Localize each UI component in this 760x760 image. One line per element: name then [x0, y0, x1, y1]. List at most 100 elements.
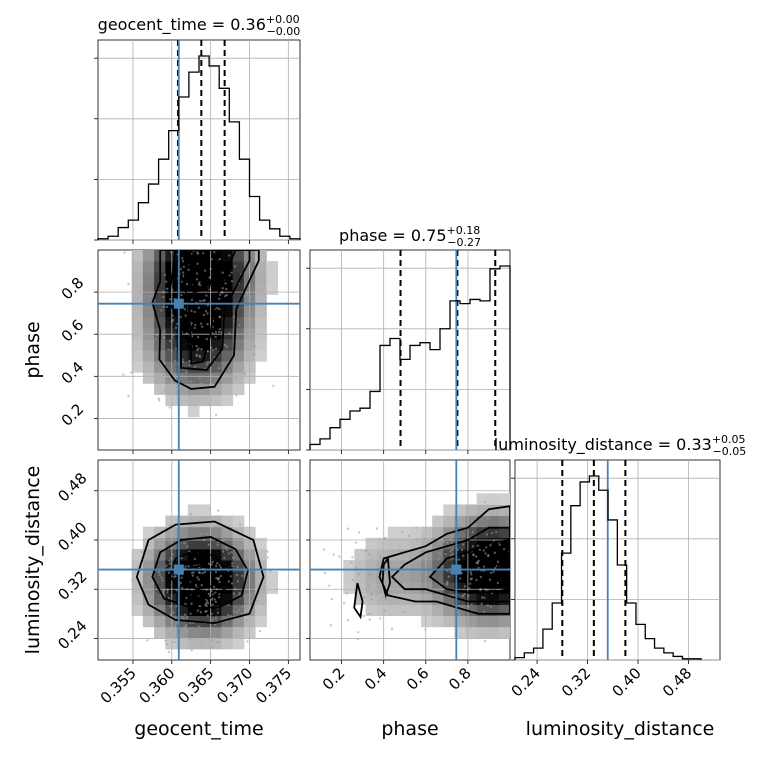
- sample-point: [429, 581, 433, 584]
- density-cell: [199, 604, 211, 617]
- sample-point: [187, 268, 190, 272]
- density-cell: [187, 394, 200, 407]
- sample-point: [213, 598, 216, 601]
- contour-level-2: [169, 550, 229, 600]
- sample-point: [410, 589, 413, 593]
- phase-histogram-steps: [309, 265, 511, 450]
- sample-point: [231, 556, 235, 560]
- density-cell: [343, 582, 355, 594]
- density-cell: [465, 504, 478, 517]
- sample-point: [208, 276, 211, 279]
- density-cell: [232, 515, 245, 528]
- sample-point: [403, 591, 406, 594]
- sample-point: [189, 380, 192, 384]
- density-cell: [487, 593, 500, 605]
- density-cell: [255, 571, 267, 583]
- sample-point: [369, 593, 373, 596]
- sample-point: [425, 573, 429, 577]
- geocent-time-vs-phase-grid: [98, 250, 300, 450]
- density-cell: [210, 582, 222, 594]
- density-cell: [255, 272, 267, 284]
- sample-point: [161, 579, 164, 582]
- sample-point: [227, 603, 230, 607]
- sample-point: [266, 556, 270, 559]
- sample-point: [229, 364, 233, 367]
- sample-point: [158, 399, 161, 402]
- density-cell: [165, 615, 178, 628]
- sample-point: [218, 391, 222, 394]
- sample-point: [218, 641, 221, 644]
- sample-point: [216, 611, 220, 614]
- density-cell: [165, 394, 178, 407]
- sample-point: [512, 593, 514, 595]
- sample-point: [369, 559, 373, 562]
- sample-point: [228, 331, 231, 335]
- sample-point: [157, 570, 161, 574]
- density-cell: [432, 560, 444, 572]
- sample-point: [158, 573, 161, 576]
- sample-point: [338, 555, 341, 558]
- sample-point: [219, 574, 223, 578]
- sample-point: [169, 632, 172, 635]
- sample-point: [406, 576, 410, 579]
- sample-point: [179, 268, 183, 271]
- density-cell: [232, 305, 245, 318]
- sample-point: [175, 605, 178, 608]
- density-cell: [131, 582, 144, 594]
- sample-point: [493, 551, 497, 555]
- sample-point: [165, 564, 168, 567]
- sample-point: [362, 614, 365, 618]
- density-cell: [476, 493, 489, 505]
- sample-point: [188, 363, 191, 367]
- sample-point: [193, 526, 197, 529]
- luminosity-distance-histogram-panel: 0.24 0.32 0.40 0.48 luminosity_distance = 0…: [494, 433, 747, 700]
- contour-level-3: [192, 250, 221, 294]
- sample-point: [193, 365, 197, 368]
- density-cell: [210, 604, 222, 617]
- density-cell: [476, 593, 489, 605]
- sample-point: [418, 575, 421, 578]
- sample-point: [239, 548, 242, 551]
- sample-point: [201, 571, 205, 575]
- sample-point: [202, 313, 206, 317]
- density-cell: [498, 615, 510, 628]
- sample-point: [398, 549, 402, 552]
- density-cell: [131, 316, 144, 329]
- sample-point: [215, 562, 219, 565]
- sample-point: [221, 286, 224, 290]
- sample-point: [495, 530, 498, 534]
- sample-point: [181, 271, 185, 274]
- sample-point: [205, 294, 208, 297]
- density-cell: [176, 537, 189, 550]
- sample-point: [460, 548, 464, 552]
- contour-level-5: [353, 582, 364, 620]
- density-cell: [454, 504, 467, 517]
- density-cell: [232, 250, 245, 262]
- density-cell: [210, 394, 222, 407]
- density-cell: [187, 537, 200, 550]
- density-cell: [142, 560, 155, 572]
- truth-marker: [173, 298, 184, 309]
- sample-point: [196, 609, 200, 612]
- density-cell: [465, 626, 478, 639]
- density-cell: [210, 537, 222, 550]
- density-cell: [199, 372, 211, 384]
- density-cell: [255, 593, 267, 605]
- sample-point: [482, 549, 485, 552]
- density-cell: [476, 504, 489, 517]
- x-tick-label-geocent-time-0.365: 0.365: [174, 664, 217, 707]
- phase-histogram-grid: [310, 250, 510, 451]
- density-cell: [432, 537, 444, 550]
- density-cell: [142, 250, 155, 262]
- sample-point: [181, 259, 185, 263]
- sample-point: [459, 577, 462, 580]
- density-cell: [131, 548, 144, 561]
- sample-point: [187, 565, 190, 568]
- sample-point: [199, 246, 201, 248]
- sample-point: [141, 320, 145, 324]
- sample-point: [231, 564, 234, 568]
- y-tick-label-phase-0.6: 0.6: [58, 316, 88, 346]
- density-cell: [176, 515, 189, 528]
- density-cell: [187, 548, 200, 561]
